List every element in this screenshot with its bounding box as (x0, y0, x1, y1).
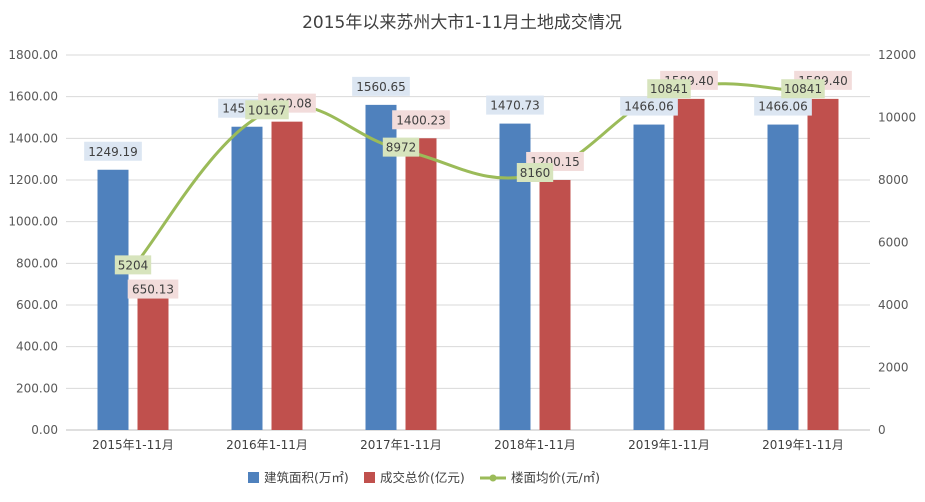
left-tick-label: 400.00 (16, 340, 58, 354)
bar-total (137, 294, 169, 430)
bar-total (539, 179, 571, 430)
data-label-text: 1466.06 (758, 100, 808, 114)
bar-area (231, 126, 263, 430)
data-label-text: 10167 (248, 103, 286, 117)
right-tick-label: 6000 (878, 236, 909, 250)
left-tick-label: 600.00 (16, 298, 58, 312)
data-label-bg (352, 76, 410, 96)
left-tick-label: 0.00 (31, 423, 58, 437)
data-label-text: 1560.65 (356, 80, 406, 94)
bar-area (365, 104, 397, 430)
category-label: 2017年1-11月 (360, 438, 442, 452)
category-label: 2016年1-11月 (226, 438, 308, 452)
legend-label: 建筑面积(万㎡) (264, 470, 349, 485)
legend-item: 楼面均价(元/㎡) (480, 470, 600, 485)
data-label-bg (781, 79, 825, 99)
legend-item: 成交总价(亿元) (364, 470, 465, 485)
legend-label: 成交总价(亿元) (380, 470, 465, 485)
bar-value-label: 1466.06 (620, 96, 678, 116)
left-tick-label: 1600.00 (8, 90, 58, 104)
category-label: 2018年1-11月 (494, 438, 576, 452)
data-label-text: 1249.19 (88, 145, 138, 159)
data-label-bg (647, 79, 691, 99)
right-tick-label: 2000 (878, 361, 909, 375)
data-label-bg (486, 95, 544, 115)
data-label-bg (114, 255, 152, 275)
bar-total (271, 121, 303, 431)
bar-area (633, 124, 665, 430)
legend-swatch (248, 472, 259, 483)
bar-value-label: 1560.65 (352, 76, 410, 96)
legend: 建筑面积(万㎡) 成交总价(亿元) 楼面均价(元/㎡) (248, 470, 600, 485)
legend-marker (489, 474, 497, 482)
data-label-text: 10841 (784, 82, 822, 96)
right-tick-label: 0 (878, 423, 886, 437)
data-label-text: 1400.23 (396, 113, 446, 127)
category-label: 2019年1-11月 (628, 438, 710, 452)
legend-label: 楼面均价(元/㎡) (511, 470, 600, 485)
price-value-label: 5204 (114, 255, 152, 275)
price-value-label: 8972 (382, 137, 420, 157)
category-label: 2015年1-11月 (92, 438, 174, 452)
left-tick-label: 1000.00 (8, 215, 58, 229)
right-tick-label: 8000 (878, 173, 909, 187)
data-label-text: 10841 (650, 82, 688, 96)
left-tick-label: 1200.00 (8, 173, 58, 187)
bar-value-label: 1249.19 (84, 141, 142, 161)
right-tick-label: 12000 (878, 48, 916, 62)
left-tick-label: 200.00 (16, 381, 58, 395)
bar-value-label: 650.13 (127, 279, 179, 299)
right-tick-label: 4000 (878, 298, 909, 312)
data-label-text: 8972 (386, 141, 417, 155)
left-tick-label: 1800.00 (8, 48, 58, 62)
data-labels: 1249.191455.721560.651470.731466.061466.… (84, 70, 852, 299)
legend-swatch (364, 472, 375, 483)
data-label-bg (754, 96, 812, 116)
data-label-bg (84, 141, 142, 161)
bar-value-label: 1400.23 (392, 110, 450, 130)
left-axis: 0.00 200.00 400.00 600.00 800.00 1000.00 1200.… (8, 48, 58, 437)
chart-title: 2015年以来苏州大市1-11月土地成交情况 (302, 13, 622, 33)
category-labels: 2015年1-11月 2016年1-11月 2017年1-11月 2018年1-11月… (92, 438, 844, 452)
bar-total (807, 98, 839, 430)
bars (97, 98, 839, 431)
data-label-text: 1466.06 (624, 100, 674, 114)
right-axis: 0 2000 4000 6000 8000 10000 12000 (878, 48, 916, 437)
data-label-bg (382, 137, 420, 157)
legend-item: 建筑面积(万㎡) (248, 470, 349, 485)
gridlines (66, 54, 870, 431)
data-label-bg (392, 110, 450, 130)
category-label: 2019年1-11月 (762, 438, 844, 452)
price-value-label: 10167 (245, 100, 289, 120)
data-label-bg (127, 279, 179, 299)
data-label-text: 8160 (520, 166, 551, 180)
bar-value-label: 1466.06 (754, 96, 812, 116)
data-label-text: 1470.73 (490, 99, 540, 113)
price-value-label: 8160 (516, 163, 554, 182)
bar-area (767, 124, 799, 430)
price-value-label: 10841 (781, 79, 825, 99)
bar-area (97, 169, 129, 431)
left-tick-label: 800.00 (16, 256, 58, 270)
left-tick-label: 1400.00 (8, 131, 58, 145)
data-label-bg (245, 100, 289, 120)
data-label-text: 650.13 (132, 283, 174, 297)
data-label-bg (516, 163, 554, 182)
right-tick-label: 10000 (878, 111, 916, 125)
price-value-label: 10841 (647, 79, 691, 99)
data-label-bg (620, 96, 678, 116)
bar-value-label: 1470.73 (486, 95, 544, 115)
bar-total (673, 98, 705, 430)
data-label-text: 5204 (118, 258, 149, 272)
bar-total (405, 138, 437, 431)
